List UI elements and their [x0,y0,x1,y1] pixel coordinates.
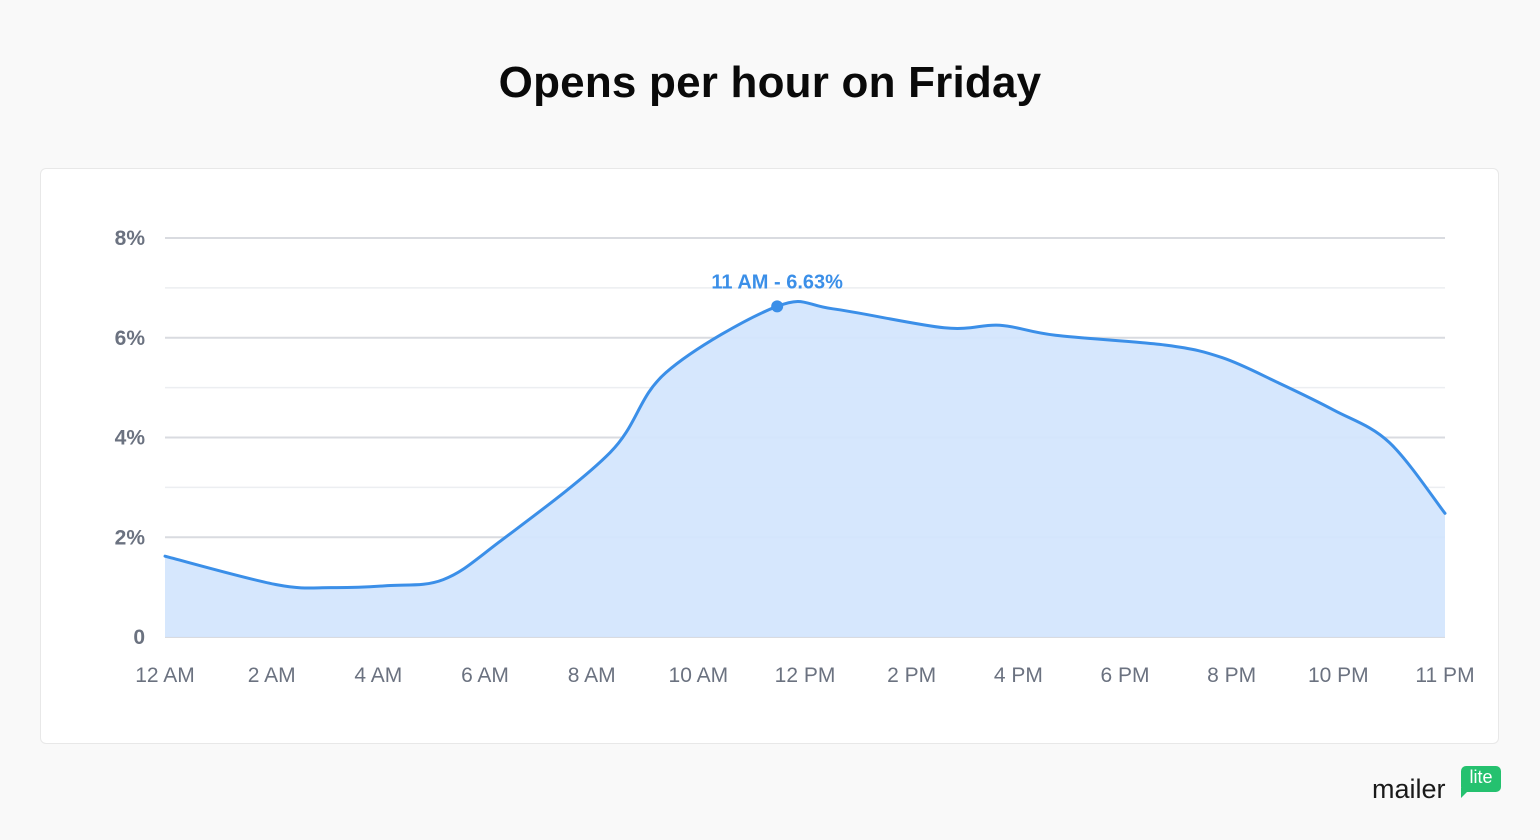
brand-badge: lite [1461,766,1501,798]
peak-label: 11 AM - 6.63% [711,271,843,293]
peak-point [771,300,784,313]
x-tick-label: 2 PM [887,664,936,687]
area-chart: 0 2% 4% 6% 8% 12 AM 2 AM 4 AM 6 AM 8 AM 10 AM 12 P… [115,227,1475,687]
brand-badge-tail [1461,788,1471,798]
y-tick-label: 4% [115,427,146,450]
x-tick-label: 4 AM [354,664,402,687]
chart-title: Opens per hour on Friday [498,58,1042,107]
x-axis-ticks: 12 AM 2 AM 4 AM 6 AM 8 AM 10 AM 12 PM 2 PM 4 PM 6… [135,664,1474,687]
x-tick-label: 6 AM [461,664,509,687]
x-tick-label: 12 PM [775,664,836,687]
x-tick-label: 6 PM [1100,664,1149,687]
brand-word: mailer [1372,774,1446,804]
mailerlite-logo: mailer lite [1372,766,1512,806]
y-axis-ticks: 0 2% 4% 6% 8% [115,227,146,649]
x-tick-label: 8 AM [568,664,616,687]
series-line [163,299,1447,590]
chart-card: 0 2% 4% 6% 8% 12 AM 2 AM 4 AM 6 AM 8 AM 10 AM 12 P… [40,168,1499,744]
brand-badge-text: lite [1469,767,1493,787]
y-tick-label: 6% [115,327,146,350]
x-tick-label: 8 PM [1207,664,1256,687]
y-tick-label: 0 [133,626,145,649]
x-tick-label: 11 PM [1415,664,1474,687]
x-tick-label: 10 AM [669,664,729,687]
x-tick-label: 4 PM [994,664,1043,687]
x-tick-label: 10 PM [1308,664,1369,687]
y-tick-label: 8% [115,227,146,250]
x-tick-label: 12 AM [135,664,195,687]
y-tick-label: 2% [115,526,146,549]
area-series [163,299,1447,637]
x-tick-label: 2 AM [248,664,296,687]
peak-annotation: 11 AM - 6.63% [711,271,843,313]
